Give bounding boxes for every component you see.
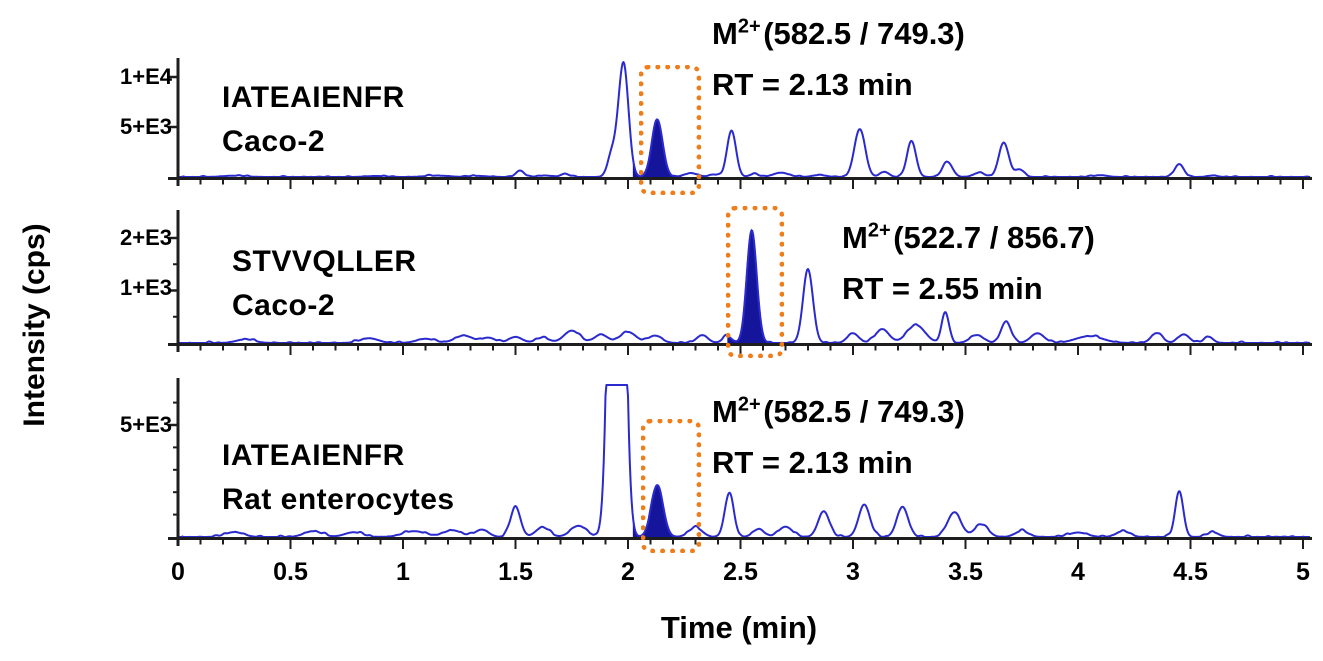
x-tick-label: 3.5 (948, 558, 983, 586)
charge-state: 2+ (737, 15, 761, 38)
retention-time-line: RT = 2.13 min (712, 445, 913, 480)
peak-annotation: M2+ (522.7 / 856.7) RT = 2.55 min (842, 212, 1095, 314)
y-tick-label: 1+E4 (120, 64, 172, 89)
y-axis-title: Intensity (cps) (18, 223, 51, 427)
sample-label: IATEAIENFR Rat enterocytes (222, 434, 455, 522)
x-tick-label: 0.5 (273, 558, 308, 586)
transition-line: M2+ (522.7 / 856.7) (842, 219, 1095, 255)
transition-line: M2+ (582.5 / 749.3) (712, 393, 965, 429)
x-tick-label: 0 (171, 558, 185, 586)
x-tick-label: 3 (846, 558, 860, 586)
charge-state: 2+ (737, 393, 761, 416)
retention-time-line: RT = 2.13 min (712, 67, 913, 102)
transition-line: M2+ (582.5 / 749.3) (712, 15, 965, 51)
chromatogram-panel-bottom (168, 378, 1312, 549)
matrix-name: Caco-2 (232, 289, 336, 322)
peak-annotation: M2+ (582.5 / 749.3) RT = 2.13 min (712, 386, 965, 488)
peptide-name: IATEAIENFR (222, 81, 405, 114)
retention-time-line: RT = 2.55 min (842, 271, 1043, 306)
peak-annotation: M2+ (582.5 / 749.3) RT = 2.13 min (712, 8, 965, 110)
x-tick-label: 1.5 (498, 558, 533, 586)
matrix-name: Rat enterocytes (222, 483, 455, 516)
peptide-name: STVVQLLER (232, 245, 417, 278)
y-tick-label: 2+E3 (120, 225, 172, 250)
x-tick-label: 1 (396, 558, 410, 586)
matrix-name: Caco-2 (222, 125, 326, 158)
charge-state: 2+ (867, 219, 891, 242)
sample-label: STVVQLLER Caco-2 (232, 240, 417, 328)
highlight-box (641, 419, 701, 553)
x-tick-label: 2 (621, 558, 635, 586)
peptide-name: IATEAIENFR (222, 439, 405, 472)
x-tick-label: 4 (1071, 558, 1085, 586)
y-tick-label: 1+E3 (120, 275, 172, 300)
y-tick-label: 5+E3 (120, 114, 172, 139)
highlight-box (639, 65, 701, 195)
y-tick-label: 5+E3 (120, 412, 172, 437)
x-tick-label: 5 (1296, 558, 1310, 586)
highlight-box (726, 206, 784, 358)
x-tick-label: 4.5 (1173, 558, 1208, 586)
x-axis-title: Time (min) (660, 610, 818, 645)
chromatogram-panel-top (168, 58, 1312, 189)
chromatogram-panel-middle (168, 210, 1312, 355)
x-tick-label: 2.5 (723, 558, 758, 586)
sample-label: IATEAIENFR Caco-2 (222, 76, 405, 164)
